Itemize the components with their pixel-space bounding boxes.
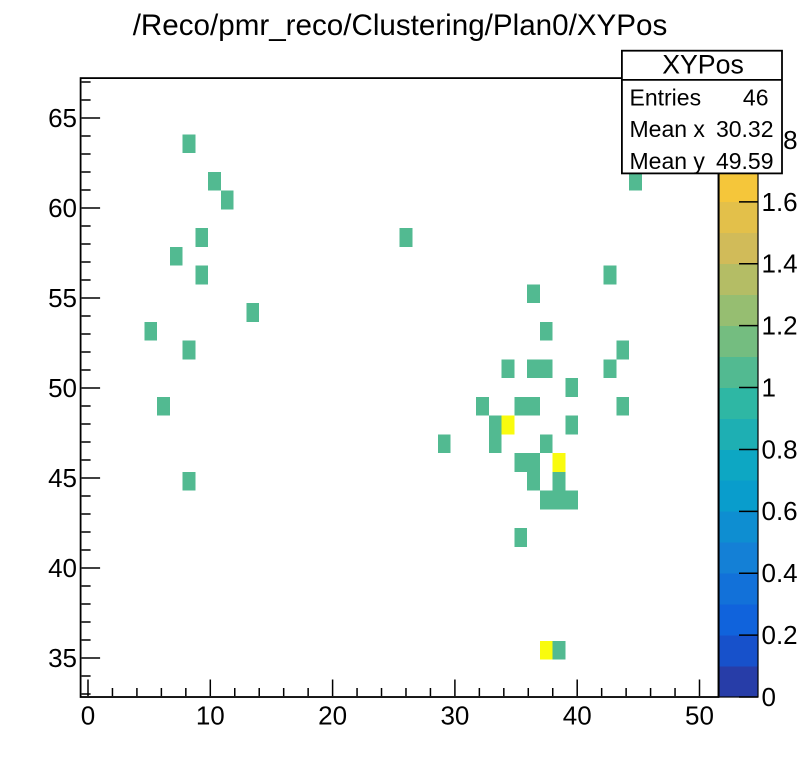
svg-text:45: 45 <box>48 463 77 493</box>
svg-text:0.4: 0.4 <box>762 558 798 588</box>
svg-text:20: 20 <box>318 701 347 731</box>
svg-text:1.2: 1.2 <box>762 311 798 341</box>
svg-text:1.6: 1.6 <box>762 187 798 217</box>
svg-text:10: 10 <box>196 701 225 731</box>
svg-text:/Reco/pmr_reco/Clustering/Plan: /Reco/pmr_reco/Clustering/Plan0/XYPos <box>133 9 668 42</box>
svg-text:35: 35 <box>48 643 77 673</box>
svg-text:0.6: 0.6 <box>762 496 798 526</box>
svg-text:49.59: 49.59 <box>716 148 774 174</box>
svg-text:60: 60 <box>48 193 77 223</box>
svg-text:46: 46 <box>743 84 769 110</box>
svg-text:0: 0 <box>762 682 776 712</box>
svg-text:65: 65 <box>48 103 77 133</box>
svg-text:40: 40 <box>48 553 77 583</box>
svg-text:XYPos: XYPos <box>662 50 744 80</box>
svg-text:Entries: Entries <box>630 84 702 110</box>
svg-text:1.4: 1.4 <box>762 249 798 279</box>
svg-text:0: 0 <box>81 701 95 731</box>
svg-text:Mean x: Mean x <box>630 116 706 142</box>
svg-text:0.2: 0.2 <box>762 620 798 650</box>
svg-text:40: 40 <box>563 701 592 731</box>
svg-text:30.32: 30.32 <box>716 116 774 142</box>
svg-text:Mean y: Mean y <box>630 148 706 174</box>
svg-text:55: 55 <box>48 283 77 313</box>
svg-text:1: 1 <box>762 372 776 402</box>
svg-text:0.8: 0.8 <box>762 434 798 464</box>
svg-text:50: 50 <box>685 701 714 731</box>
svg-text:50: 50 <box>48 373 77 403</box>
svg-text:30: 30 <box>440 701 469 731</box>
